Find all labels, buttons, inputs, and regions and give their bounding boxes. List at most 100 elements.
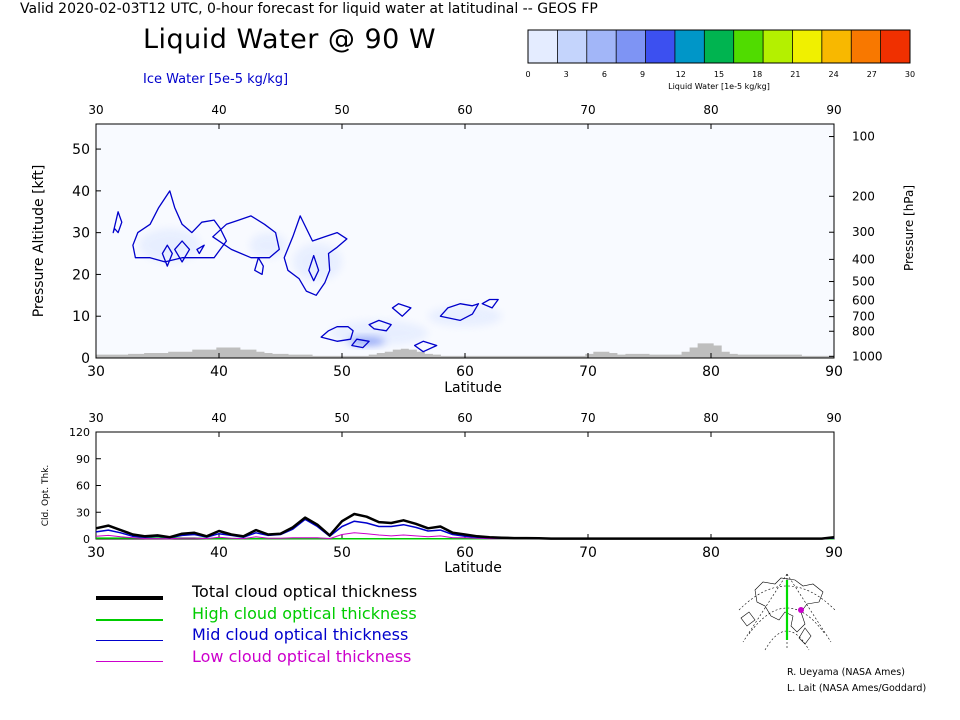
pressure-tick-label: 500	[852, 275, 875, 289]
right-axis-label: Pressure [hPa]	[902, 185, 916, 271]
colorbar-tick-label: 24	[829, 70, 839, 79]
pressure-tick-label: 600	[852, 293, 875, 307]
x-tick-label-top: 70	[580, 103, 595, 117]
pressure-tick-label: 200	[852, 189, 875, 203]
colorbar-tick-label: 12	[676, 70, 686, 79]
credit-author-1: R. Ueyama (NASA Ames)	[787, 667, 905, 678]
ice-water-contour	[481, 298, 499, 309]
y-axis-label: Pressure Altitude [kft]	[31, 165, 47, 318]
x-tick-label-top: 90	[826, 103, 841, 117]
y-tick-label: 30	[76, 506, 90, 519]
liquid-water-patch	[249, 232, 287, 258]
x-axis-label: Latitude	[444, 380, 502, 396]
pressure-tick-label: 400	[852, 252, 875, 266]
x-tick-label: 50	[333, 545, 351, 561]
x-tick-label-top: 60	[457, 103, 472, 117]
colorbar-tick-label: 0	[525, 70, 530, 79]
colorbar-swatch	[733, 30, 764, 63]
y-axis-label: Cld. Opt. Thk.	[41, 465, 51, 527]
colorbar-swatch	[557, 30, 587, 63]
x-tick-label-top: 70	[580, 411, 595, 425]
colorbar: 0 3 6 9 12 15 18 21 24 27 30 Liquid Water [1e-5 kg/…	[525, 29, 915, 91]
colorbar-tick-label: 6	[602, 70, 607, 79]
colorbar-tick-label: 27	[867, 70, 877, 79]
credit-author-2: L. Lait (NASA Ames/Goddard)	[787, 683, 927, 694]
x-tick-label: 80	[702, 545, 720, 561]
x-tick-label-top: 50	[334, 103, 349, 117]
forecast-header: Valid 2020-02-03T12 UTC, 0-hour forecast…	[20, 1, 598, 17]
chart-title: Liquid Water @ 90 W	[143, 24, 437, 55]
terrain	[96, 343, 834, 358]
colorbar-swatch	[851, 30, 881, 63]
x-tick-label-top: 40	[211, 103, 226, 117]
colorbar-swatch	[645, 30, 675, 63]
x-axis-label: Latitude	[444, 560, 502, 576]
y-tick-label: 10	[72, 309, 90, 325]
y-tick-label: 0	[83, 533, 90, 546]
ice-water-contour	[368, 319, 392, 332]
x-tick-label-top: 30	[88, 103, 103, 117]
y-tick-label: 20	[72, 267, 90, 283]
legend-label-low: Low cloud optical thickness	[192, 647, 412, 666]
ice-water-contour	[391, 303, 412, 317]
x-tick-label: 60	[456, 364, 474, 380]
x-tick-label-top: 50	[334, 411, 349, 425]
ice-water-contour	[413, 340, 438, 353]
x-tick-label: 90	[825, 364, 843, 380]
pressure-tick-label: 100	[852, 130, 875, 144]
y-tick-label: 50	[72, 142, 90, 158]
colorbar-tick-label: 21	[790, 70, 800, 79]
legend-label-mid: Mid cloud optical thickness	[192, 625, 409, 644]
y-tick-label: 0	[81, 351, 90, 367]
x-tick-label: 90	[825, 545, 843, 561]
colorbar-tick-label: 9	[640, 70, 645, 79]
colorbar-swatch	[704, 30, 734, 63]
colorbar-swatch	[674, 30, 705, 63]
pressure-tick-label: 700	[852, 310, 875, 324]
x-tick-label-top: 40	[211, 411, 226, 425]
ice-water-contour	[308, 254, 320, 282]
colorbar-swatch	[763, 30, 793, 63]
ice-water-contour	[439, 303, 480, 322]
x-tick-label: 40	[210, 545, 228, 561]
plot-frame	[95, 431, 835, 540]
legend-label-total: Total cloud optical thickness	[192, 582, 418, 601]
colorbar-swatch	[880, 30, 910, 63]
x-tick-label: 80	[702, 364, 720, 380]
y-tick-label: 120	[69, 426, 90, 439]
x-tick-label: 50	[333, 364, 351, 380]
y-tick-label: 90	[76, 453, 90, 466]
y-tick-label: 30	[72, 226, 90, 242]
ice-water-contour	[212, 215, 280, 259]
ice-water-contour	[351, 338, 370, 349]
x-tick-label: 30	[87, 545, 105, 561]
colorbar-tick-label: 3	[564, 70, 569, 79]
x-tick-label: 70	[579, 545, 597, 561]
liquid-water-patch	[139, 228, 201, 262]
series-line-0	[95, 512, 835, 540]
colorbar-tick-label: 15	[714, 70, 724, 79]
ice-water-contour	[283, 215, 348, 296]
legend-swatch-mid	[96, 640, 163, 641]
colorbar-tick-label: 30	[905, 70, 915, 79]
legend-swatch-total	[96, 596, 163, 600]
ice-water-contour	[161, 244, 173, 267]
ice-water-contour	[174, 240, 191, 263]
pressure-tick-label: 1000	[852, 349, 883, 363]
x-tick-label-top: 80	[703, 103, 718, 117]
x-tick-label: 40	[210, 364, 228, 380]
colorbar-frame	[527, 29, 911, 64]
colorbar-swatch	[528, 30, 558, 63]
colorbar-swatch	[616, 30, 646, 63]
colorbar-swatch	[586, 30, 617, 63]
ice-water-contour	[132, 190, 228, 263]
x-tick-label-top: 30	[88, 411, 103, 425]
ice-water-contour	[254, 257, 264, 276]
y-tick-label: 60	[76, 480, 90, 493]
x-tick-label: 70	[579, 364, 597, 380]
liquid-water-cross-section: 30 30 40 40 50 50 60 60 70 70 80 80 90 90 Latitude 0 10 2…	[31, 103, 916, 396]
liquid-water-patch	[428, 305, 502, 327]
x-tick-label-top: 90	[826, 411, 841, 425]
ice-water-subtitle: Ice Water [5e-5 kg/kg]	[143, 72, 289, 87]
legend-label-high: High cloud optical thickness	[192, 604, 417, 623]
